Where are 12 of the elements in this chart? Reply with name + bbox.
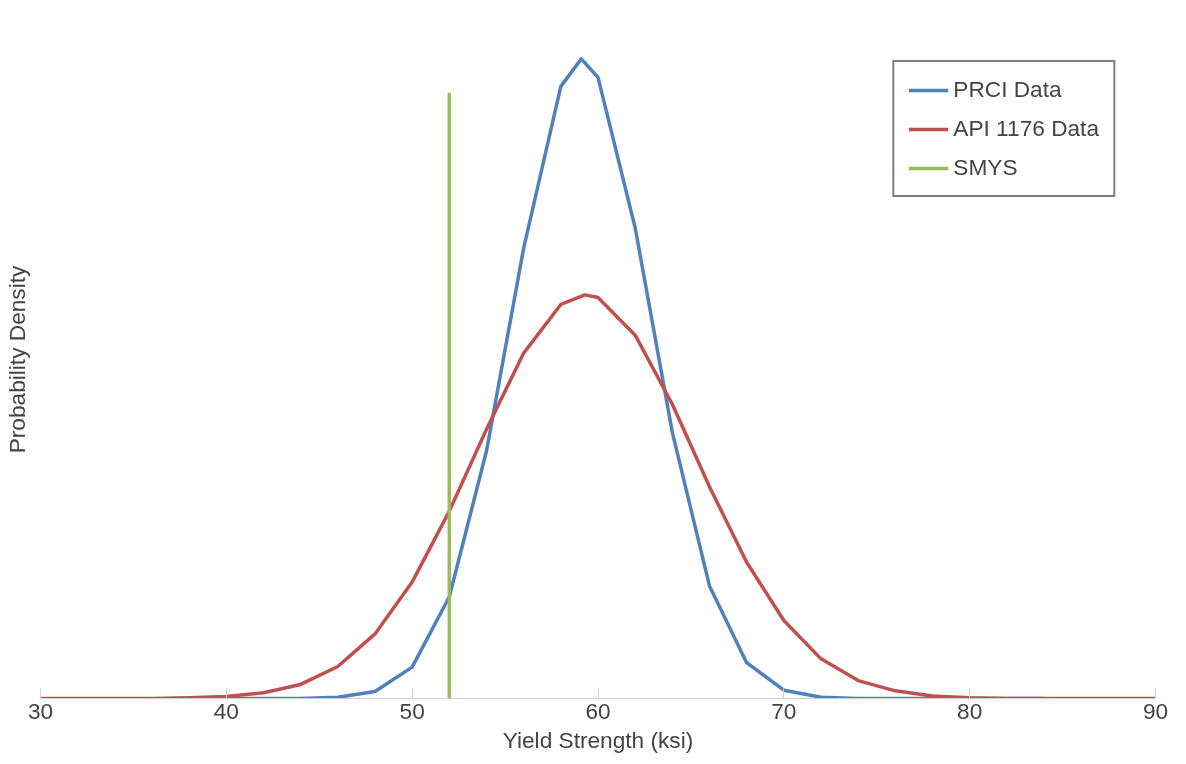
legend-label: PRCI Data [953,76,1062,103]
legend-label: API 1176 Data [953,115,1099,142]
x-tick-label: 70 [771,697,797,724]
x-tick-label: 60 [585,697,611,724]
x-tick-label: 40 [213,697,239,724]
x-tick-label: 30 [27,697,54,724]
x-axis-title: Yield Strength (ksi) [502,726,694,753]
x-tick-label: 80 [957,697,983,724]
x-tick-label: 50 [399,697,425,724]
legend-label: SMYS [953,154,1018,181]
x-tick-label: 90 [1142,697,1169,724]
y-axis-title: Probability Density [3,265,30,454]
